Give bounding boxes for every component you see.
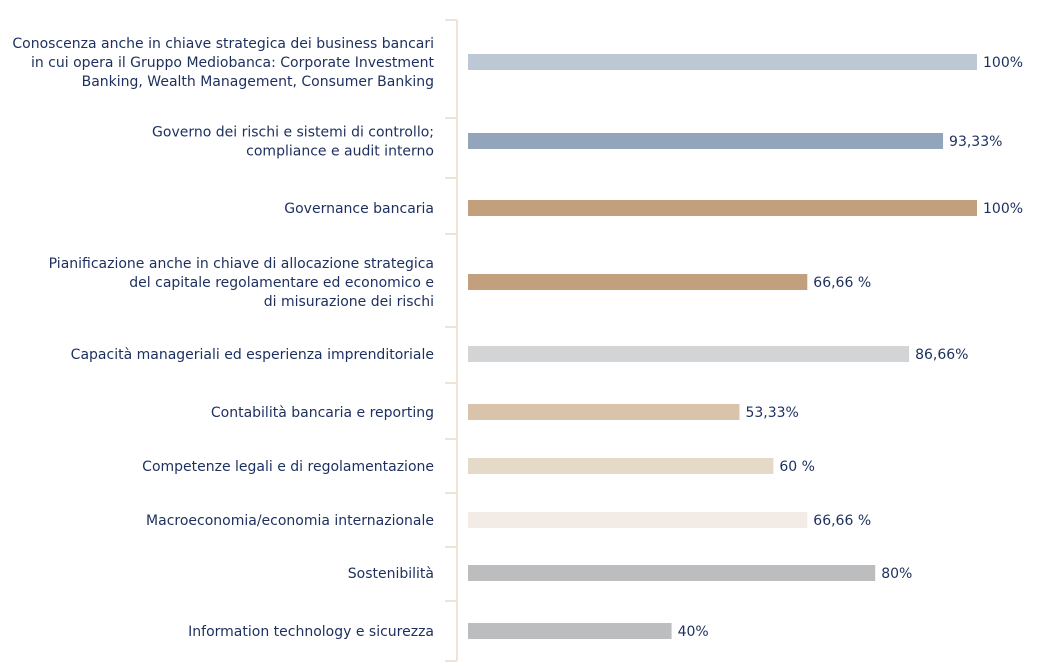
category-label-line: Banking, Wealth Management, Consumer Ban… (82, 74, 434, 90)
category-label-line: Macroeconomia/economia internazionale (146, 513, 434, 529)
bar (468, 565, 876, 581)
category-label-line: Information technology e sicurezza (188, 624, 434, 640)
category-label-line: Pianificazione anche in chiave di alloca… (49, 256, 434, 272)
value-label: 86,66% (915, 347, 968, 363)
bar (468, 512, 808, 528)
bars-layer (468, 54, 977, 639)
category-label: Conoscenza anche in chiave strategica de… (12, 36, 434, 90)
category-label-line: Governo dei rischi e sistemi di controll… (152, 125, 434, 141)
category-label-line: Competenze legali e di regolamentazione (142, 459, 434, 475)
category-label-line: Contabilità bancaria e reporting (211, 405, 434, 421)
bar (468, 133, 944, 149)
category-label-line: di misurazione dei rischi (264, 294, 434, 310)
bar (468, 623, 672, 639)
value-label: 100% (983, 201, 1023, 217)
value-label: 40% (678, 624, 709, 640)
category-labels-layer: Conoscenza anche in chiave strategica de… (12, 36, 434, 640)
category-label: Governance bancaria (284, 201, 434, 217)
category-label: Contabilità bancaria e reporting (211, 405, 434, 421)
category-label: Macroeconomia/economia internazionale (146, 513, 434, 529)
category-label: Competenze legali e di regolamentazione (142, 459, 434, 475)
category-label: Capacità manageriali ed esperienza impre… (71, 347, 434, 363)
category-label-line: in cui opera il Gruppo Mediobanca: Corpo… (31, 55, 435, 71)
value-label: 100% (983, 55, 1023, 71)
bar (468, 54, 977, 70)
category-label: Governo dei rischi e sistemi di controll… (152, 125, 434, 160)
bar (468, 200, 977, 216)
category-label-line: del capitale regolamentare ed economico … (129, 275, 434, 291)
category-label: Pianificazione anche in chiave di alloca… (49, 256, 434, 310)
value-labels-layer: 100% 93,33% 100% 66,66 % 86,66% 53,33% 60 % 66,… (678, 55, 1023, 640)
value-label: 66,66 % (813, 513, 871, 529)
category-label-line: Governance bancaria (284, 201, 434, 217)
category-label-line: Conoscenza anche in chiave strategica de… (12, 36, 434, 52)
value-label: 80% (881, 566, 912, 582)
bar (468, 404, 740, 420)
value-label: 66,66 % (813, 275, 871, 291)
category-label: Information technology e sicurezza (188, 624, 434, 640)
value-label: 53,33% (745, 405, 798, 421)
category-label-line: compliance e audit interno (246, 144, 434, 160)
value-label: 93,33% (949, 134, 1002, 150)
bar (468, 458, 774, 474)
category-label-line: Capacità manageriali ed esperienza impre… (71, 347, 434, 363)
category-label: Sostenibilità (348, 566, 434, 582)
bar (468, 346, 910, 362)
bar (468, 274, 808, 290)
value-label: 60 % (779, 459, 815, 475)
category-label-line: Sostenibilità (348, 566, 434, 582)
axis-layer (445, 19, 458, 662)
